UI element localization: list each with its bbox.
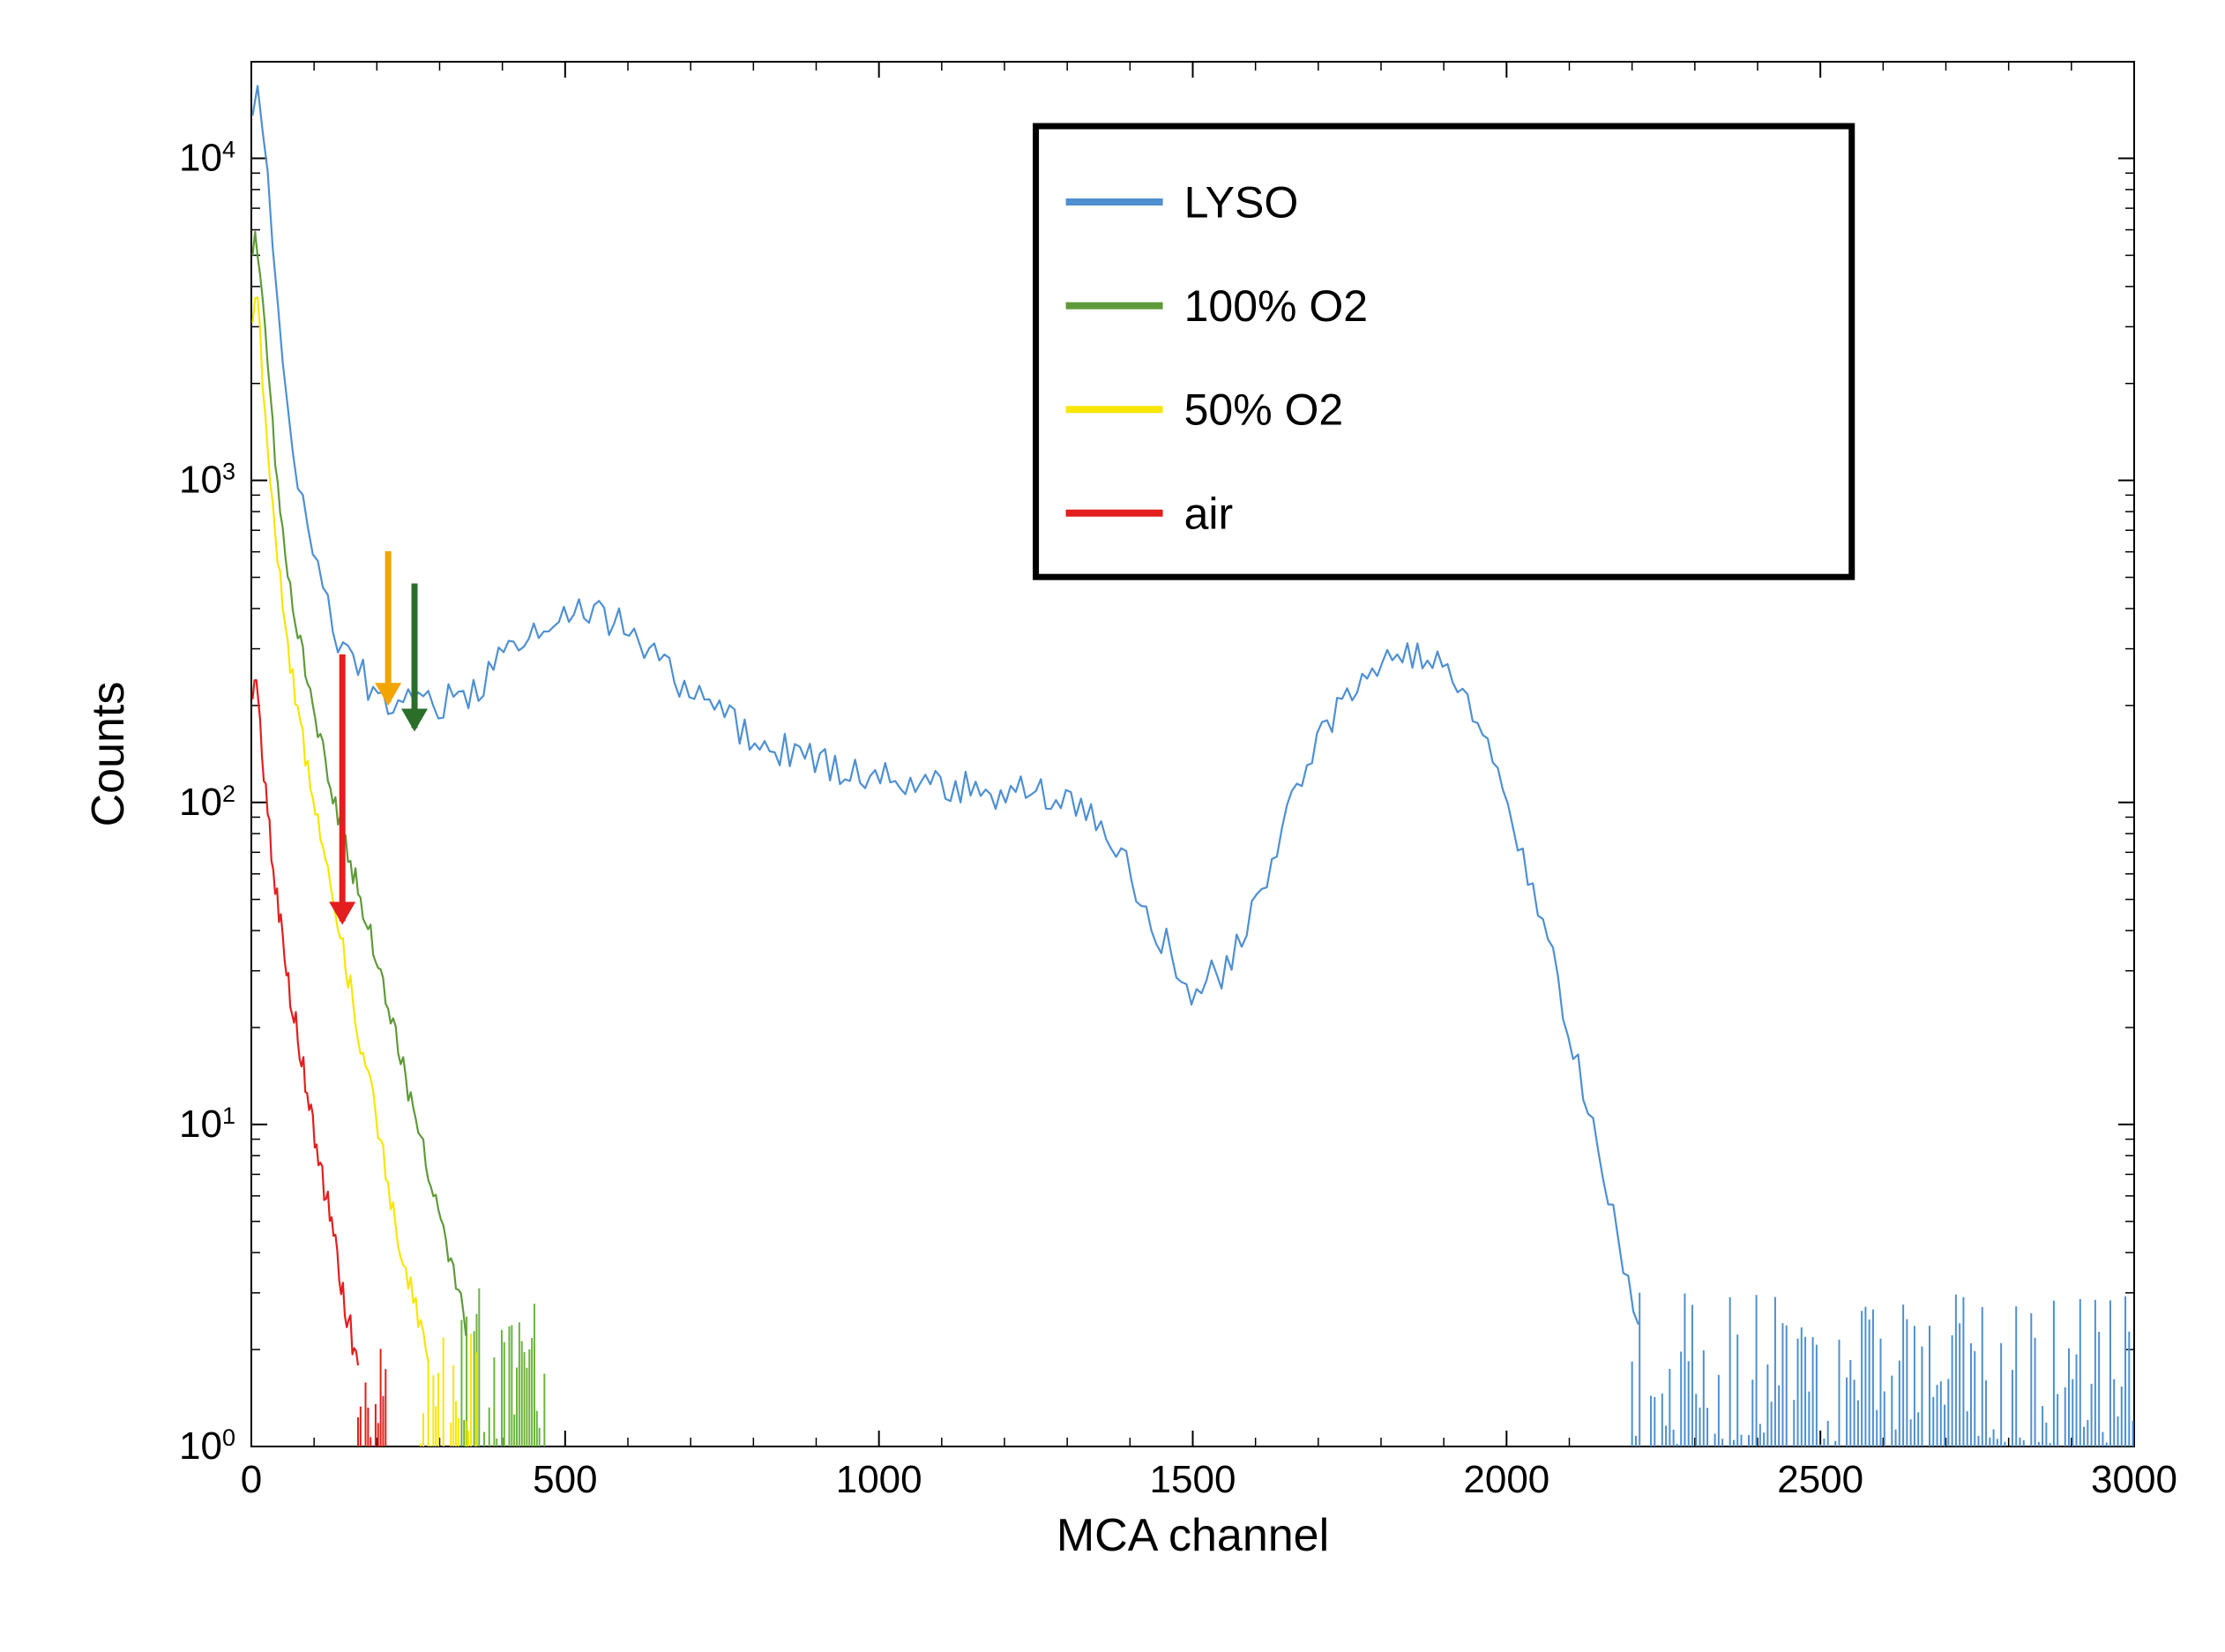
svg-text:1500: 1500 [1150, 1458, 1236, 1501]
svg-text:3000: 3000 [2091, 1458, 2177, 1501]
svg-text:100% O2: 100% O2 [1184, 281, 1368, 331]
svg-text:0: 0 [241, 1458, 262, 1501]
svg-text:LYSO: LYSO [1184, 178, 1299, 228]
svg-text:MCA channel: MCA channel [1057, 1510, 1329, 1561]
svg-text:2000: 2000 [1463, 1458, 1549, 1501]
chart-container: 050010001500200025003000100101102103104M… [0, 0, 2225, 1652]
svg-text:air: air [1184, 489, 1234, 538]
svg-text:500: 500 [533, 1458, 597, 1501]
spectrum-chart: 050010001500200025003000100101102103104M… [0, 0, 2225, 1652]
svg-text:Counts: Counts [83, 682, 134, 827]
svg-text:50% O2: 50% O2 [1184, 385, 1344, 435]
svg-text:2500: 2500 [1777, 1458, 1863, 1501]
svg-text:1000: 1000 [836, 1458, 922, 1501]
